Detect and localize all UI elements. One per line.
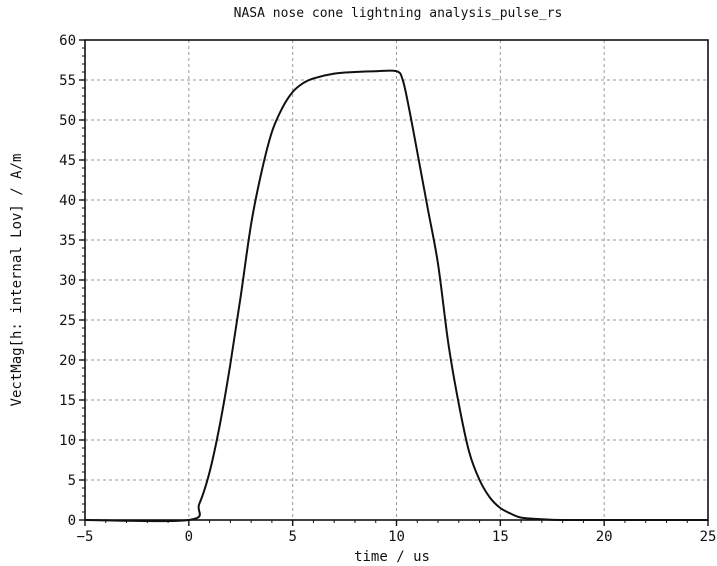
x-tick-label: −5: [77, 529, 94, 545]
x-axis-label: time / us: [354, 549, 430, 565]
y-tick-label: 5: [68, 473, 76, 489]
y-tick-label: 35: [59, 233, 76, 249]
y-tick-label: 10: [59, 433, 76, 449]
y-tick-label: 0: [68, 513, 76, 529]
grid-lines: [85, 40, 708, 520]
y-tick-label: 20: [59, 353, 76, 369]
y-tick-label: 60: [59, 33, 76, 49]
y-ticks: 0 5 10 15 20 25 30 35 40 45 50 55 60: [59, 33, 85, 529]
x-tick-label: 20: [596, 529, 613, 545]
x-tick-label: 5: [288, 529, 296, 545]
y-tick-label: 45: [59, 153, 76, 169]
x-tick-label: 15: [492, 529, 509, 545]
y-tick-label: 15: [59, 393, 76, 409]
y-tick-label: 50: [59, 113, 76, 129]
x-tick-label: 10: [388, 529, 405, 545]
x-ticks: −5 0 5 10 15 20 25: [77, 520, 717, 545]
y-tick-label: 30: [59, 273, 76, 289]
x-tick-label: 0: [185, 529, 193, 545]
y-axis-label: VectMag[h: internal Lov] / A/m: [9, 154, 25, 407]
x-tick-label: 25: [700, 529, 717, 545]
y-tick-label: 55: [59, 73, 76, 89]
chart-title: NASA nose cone lightning analysis_pulse_…: [234, 6, 563, 21]
y-tick-label: 40: [59, 193, 76, 209]
y-tick-label: 25: [59, 313, 76, 329]
